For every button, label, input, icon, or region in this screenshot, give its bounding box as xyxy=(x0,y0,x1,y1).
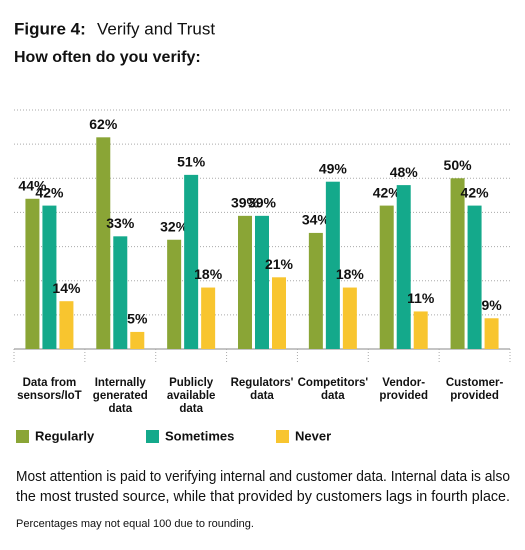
bar xyxy=(450,178,465,349)
x-tick-label: data xyxy=(108,403,132,415)
value-label: 62% xyxy=(89,116,118,132)
bar xyxy=(379,205,394,349)
value-label: 44% xyxy=(18,177,47,193)
value-label: 49% xyxy=(319,160,348,176)
bar xyxy=(255,215,269,349)
x-tick-label: available xyxy=(167,390,216,402)
legend-swatch xyxy=(16,430,29,443)
bar xyxy=(325,181,340,349)
bar xyxy=(42,205,57,349)
x-tick-label: Vendor- xyxy=(382,377,425,389)
x-tick-label: sensors/IoT xyxy=(17,390,82,402)
bar xyxy=(184,174,199,349)
legend-swatch xyxy=(146,430,159,443)
bar xyxy=(342,287,357,349)
value-label: 14% xyxy=(52,280,81,296)
bar xyxy=(201,287,216,349)
x-tick-label: Publicly xyxy=(169,377,214,389)
x-tick-label: Customer- xyxy=(446,377,504,389)
chart-title: Verify and Trust xyxy=(97,19,215,38)
x-tick-label: generated xyxy=(93,390,148,402)
x-tick-label: provided xyxy=(379,390,428,402)
bar xyxy=(484,318,499,349)
value-label: 48% xyxy=(390,164,419,180)
bar xyxy=(59,301,74,349)
value-label: 9% xyxy=(481,297,502,313)
value-label: 42% xyxy=(35,184,64,200)
value-label: 50% xyxy=(444,157,473,173)
value-label: 32% xyxy=(160,218,189,234)
value-label: 18% xyxy=(194,266,223,282)
x-tick-label: Competitors' xyxy=(298,377,369,389)
bar xyxy=(396,185,411,349)
x-tick-label: provided xyxy=(450,390,499,402)
x-tick-label: data xyxy=(250,390,274,402)
value-label: 18% xyxy=(336,266,365,282)
legend-swatch xyxy=(276,430,289,443)
x-tick-label: data xyxy=(321,390,345,402)
bar xyxy=(467,205,482,349)
x-tick-label: data xyxy=(179,403,203,415)
x-tick-label: Data from xyxy=(23,377,77,389)
value-label: 39% xyxy=(231,195,260,211)
figure-label: Figure 4: xyxy=(14,19,86,38)
bar xyxy=(272,277,286,349)
legend-label: Regularly xyxy=(35,428,95,443)
value-label: 39% xyxy=(248,195,277,211)
x-tick-label: Regulators' xyxy=(231,377,294,389)
value-label: 5% xyxy=(127,311,148,327)
value-label: 21% xyxy=(265,256,294,272)
bar xyxy=(113,236,128,349)
caption: Most attention is paid to verifying inte… xyxy=(16,469,510,485)
chart-subtitle: How often do you verify: xyxy=(14,49,201,66)
bar xyxy=(130,331,145,349)
value-label: 11% xyxy=(407,290,435,306)
bar xyxy=(167,239,182,349)
bar xyxy=(238,215,252,349)
bar xyxy=(308,232,323,349)
bar xyxy=(25,198,40,349)
x-tick-label: Internally xyxy=(95,377,147,389)
value-label: 42% xyxy=(461,184,490,200)
footnote: Percentages may not equal 100 due to rou… xyxy=(16,518,254,530)
legend-label: Never xyxy=(295,428,331,443)
value-label: 51% xyxy=(177,154,206,170)
value-label: 42% xyxy=(373,184,402,200)
value-label: 34% xyxy=(302,212,331,228)
bar xyxy=(96,137,111,349)
legend-label: Sometimes xyxy=(165,428,234,443)
bar xyxy=(413,311,428,349)
caption: the most trusted source, while that prov… xyxy=(16,489,510,505)
value-label: 33% xyxy=(106,215,135,231)
